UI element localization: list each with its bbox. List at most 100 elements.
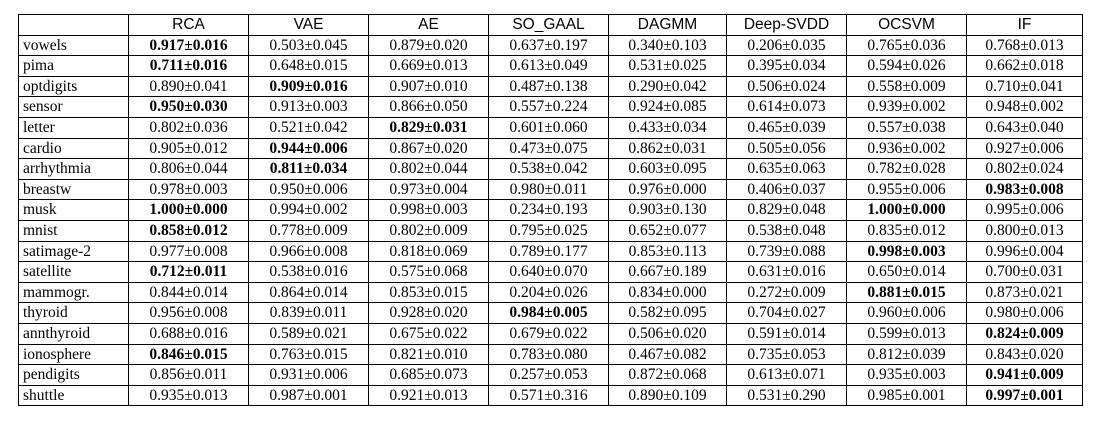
table-row: mnist 0.858±0.012 0.778±0.009 0.802±0.009 0.…: [18, 219, 1083, 242]
score-cell: 0.712±0.011: [128, 261, 249, 283]
table-row: breastw 0.978±0.003 0.950±0.006 0.973±0.004…: [18, 178, 1083, 201]
dataset-name-cell: letter: [18, 116, 129, 139]
score-cell: 0.973±0.004: [368, 178, 489, 201]
score-cell: 0.890±0.041: [128, 75, 249, 98]
score-cell: 0.829±0.048: [726, 199, 847, 221]
score-cell: 0.557±0.224: [488, 96, 609, 118]
score-cell: 0.648±0.015: [248, 55, 369, 77]
score-cell: 0.913±0.003: [248, 96, 369, 118]
dataset-name-cell: breastw: [18, 178, 129, 201]
score-cell: 0.558±0.009: [846, 75, 967, 98]
dataset-name-cell: cardio: [18, 137, 129, 160]
score-cell: 0.935±0.013: [128, 384, 249, 407]
dataset-name-cell: mammogr.: [18, 281, 129, 304]
score-cell: 0.506±0.024: [726, 75, 847, 98]
table-row: musk 1.000±0.000 0.994±0.002 0.998±0.003 0.2…: [18, 199, 1083, 221]
dataset-name-cell: annthyroid: [18, 322, 129, 345]
score-cell: 0.465±0.039: [726, 116, 847, 139]
column-header-dagmm: DAGMM: [608, 14, 727, 36]
score-cell: 0.589±0.021: [248, 322, 369, 345]
score-cell: 0.531±0.025: [608, 55, 727, 77]
score-cell: 0.811±0.034: [248, 158, 369, 180]
score-cell: 0.594±0.026: [846, 55, 967, 77]
score-cell: 0.521±0.042: [248, 116, 369, 139]
header-row: RCA VAE AE SO_GAAL DAGMM Deep-SVDD OCSVM…: [18, 14, 1083, 36]
table-row: pima 0.711±0.016 0.648±0.015 0.669±0.013 0.6…: [18, 55, 1083, 77]
score-cell: 0.506±0.020: [608, 322, 727, 345]
score-cell: 0.662±0.018: [966, 55, 1083, 77]
score-cell: 0.960±0.006: [846, 302, 967, 324]
score-cell: 0.763±0.015: [248, 343, 369, 366]
column-header-so-gaal: SO_GAAL: [488, 14, 609, 36]
column-header-rca: RCA: [128, 14, 249, 36]
score-cell: 0.290±0.042: [608, 75, 727, 98]
table-row: sensor 0.950±0.030 0.913±0.003 0.866±0.050 0…: [18, 96, 1083, 118]
score-cell: 0.978±0.003: [128, 178, 249, 201]
score-cell: 0.927±0.006: [966, 137, 1083, 160]
score-cell: 0.257±0.053: [488, 364, 609, 386]
score-cell: 0.950±0.030: [128, 96, 249, 118]
score-cell: 0.950±0.006: [248, 178, 369, 201]
score-cell: 0.800±0.013: [966, 219, 1083, 242]
score-cell: 0.406±0.037: [726, 178, 847, 201]
score-cell: 0.996±0.004: [966, 240, 1083, 263]
score-cell: 0.881±0.015: [846, 281, 967, 304]
column-header: [18, 14, 129, 36]
table-row: ionosphere 0.846±0.015 0.763±0.015 0.821±0.…: [18, 343, 1083, 366]
score-cell: 0.955±0.006: [846, 178, 967, 201]
score-cell: 0.983±0.008: [966, 178, 1083, 201]
score-cell: 0.994±0.002: [248, 199, 369, 221]
score-cell: 0.765±0.036: [846, 34, 967, 57]
results-table: RCA VAE AE SO_GAAL DAGMM Deep-SVDD OCSVM…: [18, 14, 1083, 407]
score-cell: 0.924±0.085: [608, 96, 727, 118]
column-header-deep-svdd: Deep-SVDD: [726, 14, 847, 36]
score-cell: 0.613±0.049: [488, 55, 609, 77]
score-cell: 0.987±0.001: [248, 384, 369, 407]
score-cell: 0.806±0.044: [128, 158, 249, 180]
score-cell: 0.821±0.010: [368, 343, 489, 366]
score-cell: 0.802±0.024: [966, 158, 1083, 180]
score-cell: 0.873±0.021: [966, 281, 1083, 304]
score-cell: 0.789±0.177: [488, 240, 609, 263]
column-header-ae: AE: [368, 14, 489, 36]
table-row: thyroid 0.956±0.008 0.839±0.011 0.928±0.020…: [18, 302, 1083, 324]
score-cell: 0.948±0.002: [966, 96, 1083, 118]
score-cell: 0.204±0.026: [488, 281, 609, 304]
score-cell: 0.782±0.028: [846, 158, 967, 180]
dataset-name-cell: musk: [18, 199, 129, 221]
score-cell: 0.631±0.016: [726, 261, 847, 283]
score-cell: 0.903±0.130: [608, 199, 727, 221]
score-cell: 0.853±0.015: [368, 281, 489, 304]
score-cell: 0.557±0.038: [846, 116, 967, 139]
score-cell: 0.667±0.189: [608, 261, 727, 283]
score-cell: 0.956±0.008: [128, 302, 249, 324]
score-cell: 0.614±0.073: [726, 96, 847, 118]
score-cell: 0.802±0.044: [368, 158, 489, 180]
dataset-name-cell: shuttle: [18, 384, 129, 407]
score-cell: 0.835±0.012: [846, 219, 967, 242]
score-cell: 0.998±0.003: [368, 199, 489, 221]
table-row: mammogr. 0.844±0.014 0.864±0.014 0.853±0.01…: [18, 281, 1083, 304]
score-cell: 0.839±0.011: [248, 302, 369, 324]
table-row: shuttle 0.935±0.013 0.987±0.001 0.921±0.013…: [18, 384, 1083, 407]
score-cell: 0.966±0.008: [248, 240, 369, 263]
score-cell: 0.941±0.009: [966, 364, 1083, 386]
score-cell: 0.995±0.006: [966, 199, 1083, 221]
score-cell: 0.872±0.068: [608, 364, 727, 386]
table-row: letter 0.802±0.036 0.521±0.042 0.829±0.031 0…: [18, 116, 1083, 139]
score-cell: 0.905±0.012: [128, 137, 249, 160]
score-cell: 0.340±0.103: [608, 34, 727, 57]
score-cell: 0.890±0.109: [608, 384, 727, 407]
score-cell: 0.935±0.003: [846, 364, 967, 386]
score-cell: 0.802±0.009: [368, 219, 489, 242]
score-cell: 0.834±0.000: [608, 281, 727, 304]
score-cell: 0.907±0.010: [368, 75, 489, 98]
score-cell: 0.679±0.022: [488, 322, 609, 345]
score-cell: 0.862±0.031: [608, 137, 727, 160]
dataset-name-cell: sensor: [18, 96, 129, 118]
score-cell: 0.768±0.013: [966, 34, 1083, 57]
score-cell: 0.735±0.053: [726, 343, 847, 366]
table-row: annthyroid 0.688±0.016 0.589±0.021 0.675±0.…: [18, 322, 1083, 345]
table-body: vowels 0.917±0.016 0.503±0.045 0.879±0.020 0…: [18, 34, 1083, 407]
score-cell: 0.931±0.006: [248, 364, 369, 386]
